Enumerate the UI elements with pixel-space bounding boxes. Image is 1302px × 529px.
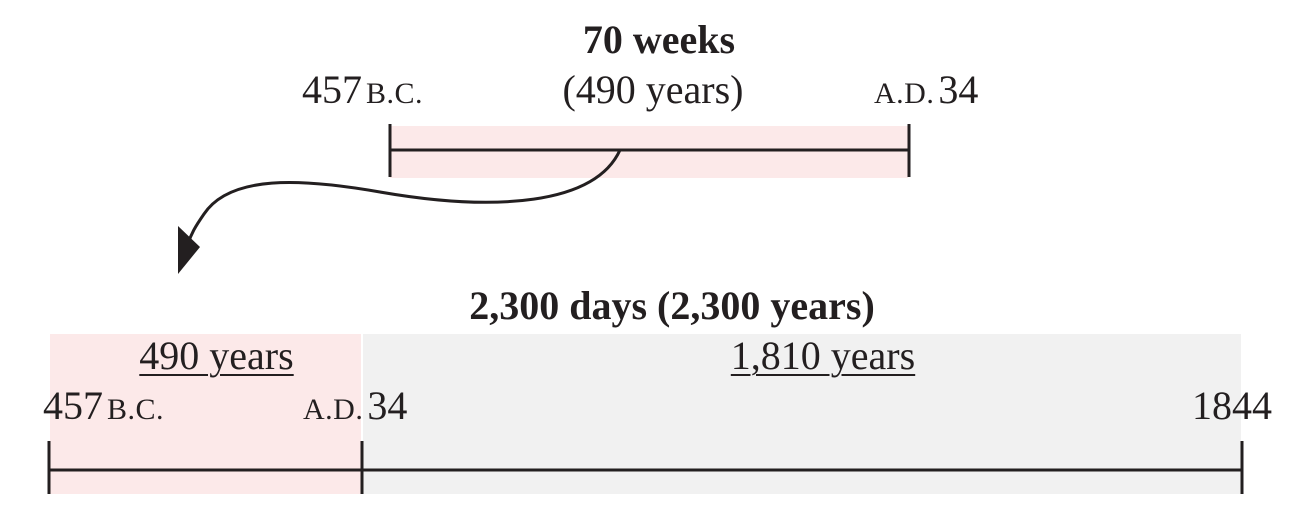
top-end-year: 34 [938,67,979,112]
bottom-mid-date: A.D. 34 [303,386,407,426]
bottom-mid-era: A.D. [303,393,364,426]
top-timeline-subtitle: (490 years) [562,67,744,112]
top-start-year: 457 [302,67,362,112]
top-timeline-title: 70 weeks [582,17,736,62]
top-start-era: B.C. [366,77,424,110]
bottom-end-year: 1844 [1192,383,1272,428]
connector-arrow-head [178,226,200,274]
top-start-date: 457 B.C. [302,70,423,110]
bottom-segment-2-label: 1,810 years [730,333,916,378]
top-timeline-highlight [390,126,908,178]
bottom-start-era: B.C. [107,393,165,426]
connector-arrow-curve [186,149,622,245]
bottom-segment-2-highlight [363,334,1241,494]
top-end-era: A.D. [874,77,935,110]
bottom-segment-1-highlight [50,334,361,494]
bottom-mid-year: 34 [367,383,408,428]
bottom-start-date: 457 B.C. [43,386,164,426]
bottom-timeline-title: 2,300 days (2,300 years) [469,283,875,328]
top-end-date: A.D. 34 [874,70,978,110]
bottom-segment-1-label: 490 years [139,333,294,378]
bottom-start-year: 457 [43,383,103,428]
